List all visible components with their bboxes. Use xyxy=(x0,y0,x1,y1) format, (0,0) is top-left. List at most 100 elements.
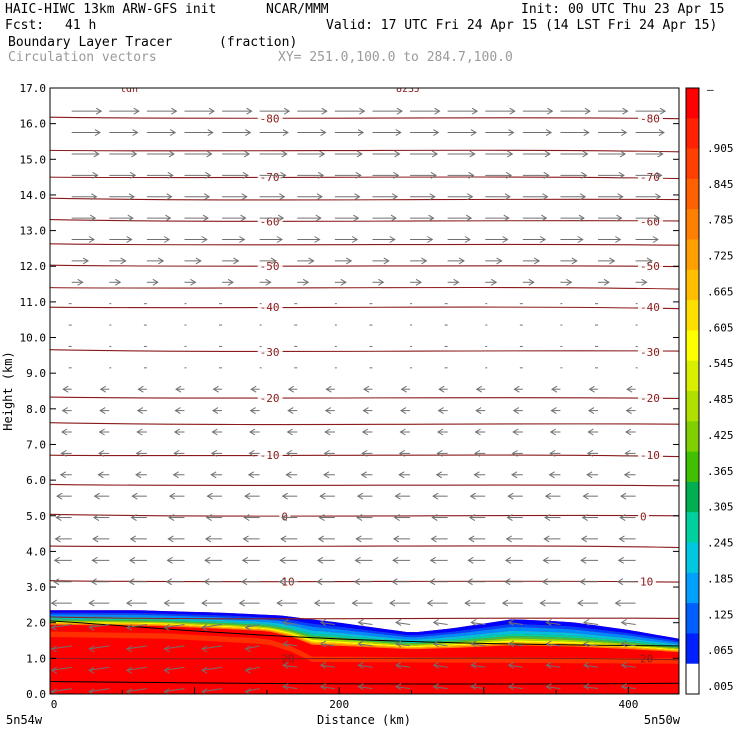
vector-arrowhead xyxy=(586,449,594,457)
contour-label: -20 xyxy=(260,392,280,405)
vector-arrowhead xyxy=(507,640,515,648)
vector-arrowhead xyxy=(616,214,623,222)
vector-arrowhead xyxy=(622,107,629,115)
vector-arrowhead xyxy=(204,556,211,564)
colorbar-swatch xyxy=(686,118,699,150)
vector-arrowhead xyxy=(208,107,215,115)
y-tick-label: 12.0 xyxy=(20,260,47,273)
vector-arrowhead xyxy=(318,514,325,521)
vector-arrowhead xyxy=(580,535,588,543)
vector-arrow xyxy=(126,688,147,693)
vector-arrowhead xyxy=(94,129,101,136)
colorbar-tick-label: .725 xyxy=(707,250,734,263)
vector-arrow xyxy=(320,643,335,647)
field-unit: (fraction) xyxy=(219,35,298,50)
vector-arrow xyxy=(245,645,260,650)
vector-arrowhead xyxy=(244,492,251,500)
vector-arrowhead xyxy=(584,107,591,115)
vector-arrowhead xyxy=(357,619,364,626)
vector-arrow xyxy=(433,621,448,625)
vector-arrowhead xyxy=(357,640,364,648)
vector-arrowhead xyxy=(617,556,624,564)
contour-line xyxy=(50,545,679,549)
vector-arrow xyxy=(89,666,110,671)
contour-label: -20 xyxy=(640,392,660,405)
vector-arrowhead xyxy=(356,514,363,521)
vector-arrow xyxy=(358,686,373,690)
vector-arrowhead xyxy=(619,150,627,158)
vector-arrowhead xyxy=(615,236,622,243)
contour-label-partial: ldh xyxy=(120,84,138,95)
vector-arrowhead xyxy=(430,535,437,543)
vector-arrow xyxy=(358,643,373,647)
vector-arrowhead xyxy=(136,407,144,415)
vector-arrowhead xyxy=(131,492,138,500)
vector-arrowhead xyxy=(351,236,359,243)
vector-arrowhead xyxy=(507,661,515,669)
vector-arrowhead xyxy=(166,556,173,564)
vector-arrowhead xyxy=(136,428,143,436)
vector-arrowhead xyxy=(566,278,573,286)
contour-label: -50 xyxy=(640,260,660,273)
vector-arrowhead xyxy=(465,214,473,222)
xy-range: XY= 251.0,100.0 to 284.7,100.0 xyxy=(278,50,513,65)
forecast-hour: 41 h xyxy=(65,18,97,33)
vector-arrowhead xyxy=(586,471,593,479)
vector-arrowhead xyxy=(243,150,251,158)
vector-arrowhead xyxy=(92,535,99,543)
vector-arrowhead xyxy=(620,492,627,500)
vector-arrowhead xyxy=(276,236,283,243)
vector-arrowhead xyxy=(391,193,399,201)
vector-arrowhead xyxy=(470,129,477,136)
vector-arrowhead xyxy=(545,683,552,691)
colorbar-tick-label: .365 xyxy=(707,465,734,478)
vector-arrow xyxy=(201,623,223,628)
vector-arrowhead xyxy=(542,556,549,564)
vector-arrowhead xyxy=(362,407,369,415)
vector-arrowhead xyxy=(355,535,362,543)
contour-label-bg xyxy=(257,449,283,462)
vector-arrowhead xyxy=(393,171,400,179)
colorbar-tick-label: .065 xyxy=(707,644,734,657)
vector-arrowhead xyxy=(507,619,515,626)
vector-arrowhead xyxy=(280,514,288,521)
vector-arrowhead xyxy=(165,214,172,222)
vector-arrow xyxy=(395,686,411,690)
vector-arrowhead xyxy=(319,683,327,691)
vector-arrowhead xyxy=(361,449,368,457)
vector-arrowhead xyxy=(340,278,347,286)
contour-line xyxy=(50,454,679,458)
vector-arrowhead xyxy=(391,578,398,586)
vector-arrowhead xyxy=(59,471,67,479)
vector-arrowhead xyxy=(276,599,283,607)
contour-line xyxy=(50,116,679,120)
vector-arrow xyxy=(583,686,599,690)
y-axis-label: Height (km) xyxy=(1,351,15,430)
vector-arrow xyxy=(395,643,411,647)
vector-arrow xyxy=(164,623,185,628)
colorbar-top-label: – xyxy=(707,83,714,96)
vector-arrowhead xyxy=(173,449,180,457)
vector-arrowhead xyxy=(506,514,513,521)
vector-arrowhead xyxy=(89,214,97,222)
vector-arrowhead xyxy=(53,556,61,564)
vector-arrowhead xyxy=(250,385,257,393)
plot-frame xyxy=(49,87,680,695)
vector-arrowhead xyxy=(468,535,475,543)
vector-arrowhead xyxy=(286,428,293,436)
vector-arrowhead xyxy=(135,449,142,457)
vector-arrowhead xyxy=(240,214,247,222)
vector-arrowhead xyxy=(588,385,595,393)
contour-line xyxy=(50,422,679,426)
vector-arrowhead xyxy=(353,214,360,222)
vector-arrowhead xyxy=(201,624,208,631)
contour-label-bg xyxy=(637,301,663,314)
contour-line xyxy=(50,349,679,352)
vector-arrowhead xyxy=(319,150,326,158)
contour-label: -40 xyxy=(260,301,280,314)
vector-arrowhead xyxy=(415,278,422,286)
vector-arrowhead xyxy=(614,599,621,607)
y-tick-label: 9.0 xyxy=(26,367,46,380)
vector-arrow xyxy=(245,666,260,671)
colorbar-swatch xyxy=(686,88,699,119)
